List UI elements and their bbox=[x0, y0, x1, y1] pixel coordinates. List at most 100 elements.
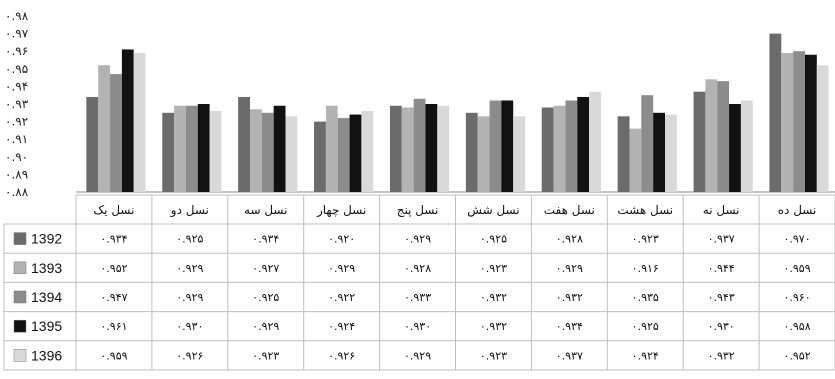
bar-1396-6 bbox=[513, 116, 526, 192]
data-label: ۰.۹۲۳ bbox=[480, 349, 507, 362]
bar-1394-9 bbox=[717, 81, 730, 192]
bar-1393-2 bbox=[174, 105, 186, 192]
bar-1396-4 bbox=[361, 111, 374, 192]
bar-1392-7 bbox=[541, 107, 554, 192]
data-label: ۰.۹۲۵ bbox=[176, 233, 203, 246]
bar-1394-1 bbox=[110, 74, 122, 192]
data-label: ۰.۹۲۳ bbox=[480, 262, 507, 275]
data-label: ۰.۹۲۶ bbox=[328, 349, 355, 362]
data-label: ۰.۹۵۸ bbox=[783, 320, 810, 333]
legend-swatch-1394 bbox=[13, 290, 27, 304]
bar-1394-7 bbox=[565, 100, 578, 192]
y-tick-label: ۰.۹۶ bbox=[5, 44, 28, 58]
bar-1394-4 bbox=[337, 118, 350, 192]
category-label: نسل دو bbox=[170, 203, 209, 218]
bar-1392-8 bbox=[617, 116, 630, 192]
legend-swatch-1395 bbox=[13, 319, 27, 333]
bar-1393-5 bbox=[401, 107, 414, 192]
data-label: ۰.۹۲۹ bbox=[176, 262, 203, 275]
data-label: ۰.۹۲۶ bbox=[176, 349, 203, 362]
y-tick-label: ۰.۹۵ bbox=[5, 62, 28, 76]
category-label: نسل نه bbox=[703, 203, 740, 217]
bar-1395-4 bbox=[349, 114, 362, 192]
bar-1396-9 bbox=[740, 100, 753, 192]
data-label: ۰.۹۳۲ bbox=[556, 291, 583, 304]
bar-1394-8 bbox=[641, 95, 654, 192]
y-tick-label: ۰.۹۷ bbox=[5, 27, 29, 41]
data-label: ۰.۹۲۰ bbox=[328, 233, 355, 246]
category-label: نسل شش bbox=[467, 203, 519, 218]
y-tick-label: ۰.۸۹ bbox=[5, 167, 28, 181]
data-label: ۰.۹۵۹ bbox=[100, 349, 127, 362]
bar-1394-3 bbox=[261, 112, 274, 192]
bar-1396-2 bbox=[209, 111, 222, 192]
bar-1394-6 bbox=[489, 100, 502, 192]
bar-1395-10 bbox=[804, 54, 817, 192]
category-label: نسل یک bbox=[93, 203, 134, 217]
data-label: ۰.۹۳۵ bbox=[632, 291, 659, 304]
data-label: ۰.۹۲۸ bbox=[556, 233, 583, 246]
bar-1395-2 bbox=[197, 104, 210, 192]
data-label: ۰.۹۳۷ bbox=[556, 349, 583, 362]
data-label: ۰.۹۲۴ bbox=[632, 349, 659, 362]
bar-1396-8 bbox=[665, 114, 677, 192]
bar-1392-10 bbox=[769, 33, 782, 192]
bar-1392-4 bbox=[314, 121, 326, 192]
y-tick-label: ۰.۹۴ bbox=[5, 79, 28, 93]
data-label: ۰.۹۲۵ bbox=[480, 233, 507, 246]
bar-1395-7 bbox=[577, 96, 590, 192]
legend-label-1393: 1393 bbox=[31, 260, 62, 276]
bar-1393-10 bbox=[781, 52, 794, 193]
data-label: ۰.۹۳۲ bbox=[480, 320, 507, 333]
data-label: ۰.۹۲۳ bbox=[252, 349, 279, 362]
bar-1395-8 bbox=[653, 112, 666, 192]
bar-1393-9 bbox=[705, 79, 718, 192]
y-tick-label: ۰.۹۸ bbox=[5, 9, 29, 23]
legend-swatch-1392 bbox=[13, 232, 27, 245]
data-label: ۰.۹۵۹ bbox=[783, 262, 810, 275]
data-label: ۰.۹۲۹ bbox=[404, 233, 431, 246]
bar-1392-1 bbox=[86, 96, 99, 192]
y-tick-label: ۰.۹۲ bbox=[5, 115, 28, 129]
category-label: نسل هشت bbox=[617, 203, 673, 217]
data-label: ۰.۹۲۹ bbox=[404, 349, 431, 362]
data-label: ۰.۹۳۰ bbox=[404, 320, 431, 333]
bar-1395-3 bbox=[273, 105, 286, 192]
data-label: ۰.۹۳۴ bbox=[556, 320, 583, 333]
bar-1394-2 bbox=[185, 105, 198, 192]
y-tick-label: ۰.۸۸ bbox=[5, 185, 29, 199]
data-label: ۰.۹۲۵ bbox=[632, 320, 659, 333]
data-label: ۰.۹۴۴ bbox=[708, 262, 735, 275]
data-label: ۰.۹۴۷ bbox=[100, 291, 127, 304]
bar-1393-7 bbox=[553, 105, 566, 192]
bar-1392-3 bbox=[238, 96, 250, 192]
data-label: ۰.۹۲۴ bbox=[328, 320, 355, 333]
bar-1392-5 bbox=[389, 105, 402, 192]
data-label: ۰.۹۳۰ bbox=[176, 320, 203, 333]
legend-swatch-1396 bbox=[13, 349, 27, 362]
data-label: ۰.۹۵۲ bbox=[783, 349, 810, 362]
bar-1395-1 bbox=[121, 49, 134, 192]
data-label: ۰.۹۲۹ bbox=[556, 262, 583, 275]
bar-1395-5 bbox=[425, 104, 438, 192]
bar-1396-7 bbox=[589, 91, 601, 192]
bar-1392-9 bbox=[693, 91, 706, 192]
bar-1393-3 bbox=[249, 109, 262, 192]
bar-1394-10 bbox=[793, 51, 805, 193]
bar-1392-2 bbox=[162, 112, 175, 192]
data-label: ۰.۹۵۲ bbox=[100, 262, 127, 275]
bar-1396-10 bbox=[816, 65, 829, 192]
bar-1393-1 bbox=[98, 65, 111, 192]
data-label: ۰.۹۲۹ bbox=[176, 291, 203, 304]
y-tick-label: ۰.۹۰ bbox=[5, 150, 28, 164]
bar-1392-6 bbox=[465, 112, 478, 192]
y-tick-label: ۰.۹۳ bbox=[5, 97, 29, 111]
data-label: ۰.۹۶۱ bbox=[100, 320, 127, 333]
data-label: ۰.۹۳۴ bbox=[100, 233, 127, 246]
data-label: ۰.۹۲۹ bbox=[252, 320, 279, 333]
data-label: ۰.۹۲۵ bbox=[252, 291, 279, 304]
data-label: ۰.۹۳۷ bbox=[708, 233, 735, 246]
category-label: نسل هفت bbox=[544, 203, 595, 217]
bar-1396-1 bbox=[133, 52, 146, 193]
legend-label-1392: 1392 bbox=[31, 231, 62, 247]
